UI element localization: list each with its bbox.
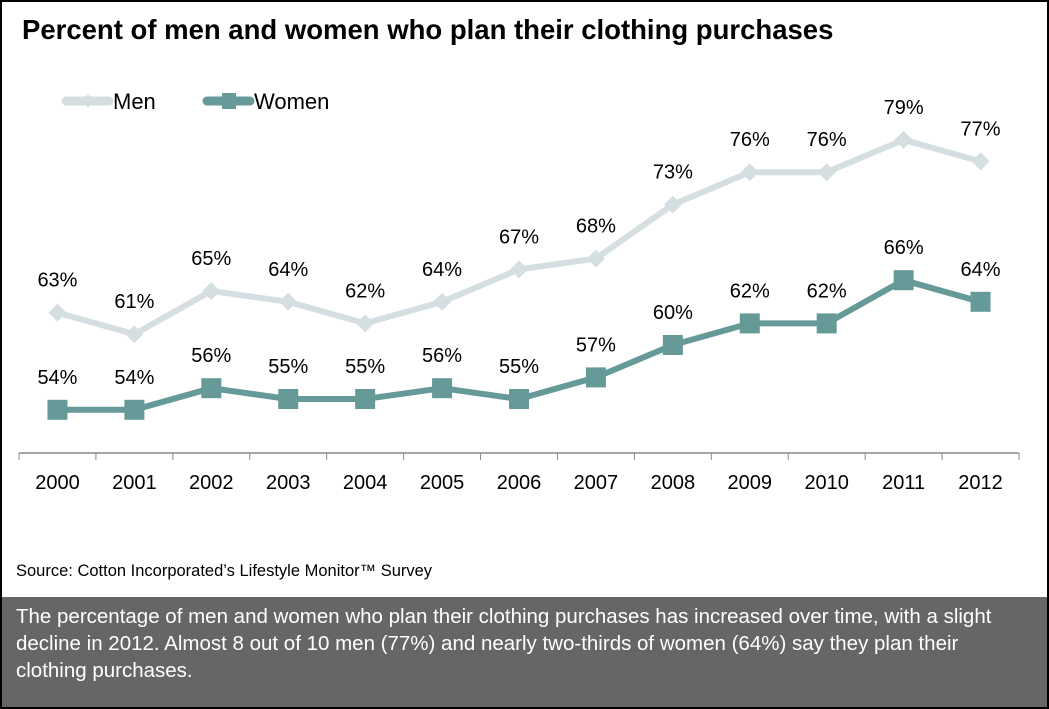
data-label: 66%	[884, 237, 924, 259]
data-label: 55%	[499, 356, 539, 378]
data-label: 54%	[114, 367, 154, 389]
data-point	[662, 335, 683, 355]
data-point	[47, 399, 68, 420]
data-label: 62%	[807, 280, 847, 302]
x-tick-label: 2007	[574, 472, 619, 494]
data-label: 56%	[422, 345, 462, 367]
x-tick-label: 2003	[266, 472, 311, 494]
data-label: 60%	[653, 302, 693, 324]
chart-title: Percent of men and women who plan their …	[22, 14, 834, 45]
data-label: 76%	[807, 129, 847, 151]
x-tick-label: 2005	[420, 472, 465, 494]
data-point	[433, 292, 452, 311]
x-tick-label: 2004	[343, 472, 388, 494]
data-point	[432, 378, 453, 399]
data-point	[970, 291, 991, 312]
data-label: 54%	[37, 367, 77, 389]
data-label: 77%	[961, 118, 1001, 140]
data-label: 68%	[576, 216, 616, 238]
x-tick-label: 2000	[35, 472, 80, 494]
data-point	[201, 378, 222, 399]
data-point	[278, 389, 299, 409]
data-point	[586, 249, 605, 268]
data-point	[816, 313, 837, 334]
data-point	[509, 389, 529, 409]
data-label: 64%	[422, 259, 462, 281]
data-label: 64%	[961, 259, 1001, 281]
data-label: 56%	[191, 345, 231, 367]
data-label: 63%	[37, 270, 77, 292]
data-label: 62%	[730, 280, 770, 302]
data-label: 57%	[576, 334, 616, 356]
data-point	[202, 282, 221, 300]
data-point	[740, 163, 759, 182]
legend-label: Men	[113, 89, 156, 114]
x-tick-label: 2012	[958, 472, 1003, 494]
data-label: 73%	[653, 162, 693, 184]
data-point	[279, 292, 298, 311]
data-point	[356, 314, 375, 333]
x-tick-label: 2002	[189, 472, 234, 494]
x-tick-label: 2009	[728, 472, 773, 494]
data-label: 76%	[730, 129, 770, 151]
data-point	[971, 152, 990, 171]
x-tick-label: 2011	[882, 472, 925, 494]
data-label: 64%	[268, 259, 308, 281]
data-label: 61%	[114, 291, 154, 313]
data-label: 62%	[345, 280, 385, 302]
line-chart: 2000 2001 2002 2003 2004 2005 2006 2007 2008 2009…	[18, 89, 1020, 494]
data-point	[893, 270, 914, 291]
data-point	[355, 389, 376, 409]
x-tick-label: 2008	[651, 472, 696, 494]
data-point	[585, 367, 606, 388]
x-tick-label: 2001	[112, 472, 157, 494]
data-label: 65%	[191, 248, 231, 270]
data-point	[124, 399, 145, 420]
data-point	[510, 260, 528, 279]
data-point	[48, 303, 67, 322]
data-point	[817, 163, 836, 182]
data-label: 79%	[884, 97, 924, 119]
data-point	[663, 195, 682, 214]
summary-panel: The percentage of men and women who plan…	[2, 597, 1047, 707]
data-point	[894, 130, 913, 149]
data-point	[739, 313, 760, 334]
source-note: Source: Cotton Incorporated’s Lifestyle …	[16, 562, 433, 580]
legend-marker	[222, 93, 236, 109]
legend-label: Women	[254, 89, 329, 114]
legend-marker	[82, 94, 94, 108]
data-label: 55%	[268, 356, 308, 378]
x-tick-label: 2010	[804, 472, 849, 494]
x-tick-label: 2006	[497, 472, 542, 494]
data-label: 55%	[345, 356, 385, 378]
data-point	[125, 325, 144, 344]
data-label: 67%	[499, 226, 539, 248]
